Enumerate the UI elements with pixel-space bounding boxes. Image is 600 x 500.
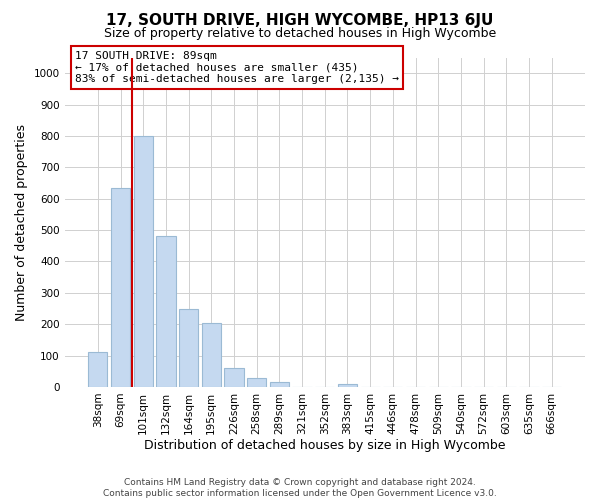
Text: Size of property relative to detached houses in High Wycombe: Size of property relative to detached ho… [104,28,496,40]
Bar [224,368,244,387]
Bar [202,322,221,387]
X-axis label: Distribution of detached houses by size in High Wycombe: Distribution of detached houses by size … [144,440,506,452]
Y-axis label: Number of detached properties: Number of detached properties [15,124,28,320]
Text: Contains HM Land Registry data © Crown copyright and database right 2024.
Contai: Contains HM Land Registry data © Crown c… [103,478,497,498]
Bar [134,136,153,387]
Bar [111,188,130,387]
Bar [247,378,266,387]
Bar [88,352,107,387]
Bar [179,308,198,387]
Bar [156,236,176,387]
Text: 17, SOUTH DRIVE, HIGH WYCOMBE, HP13 6JU: 17, SOUTH DRIVE, HIGH WYCOMBE, HP13 6JU [106,12,494,28]
Bar [338,384,357,387]
Bar [270,382,289,387]
Text: 17 SOUTH DRIVE: 89sqm
← 17% of detached houses are smaller (435)
83% of semi-det: 17 SOUTH DRIVE: 89sqm ← 17% of detached … [75,51,399,84]
